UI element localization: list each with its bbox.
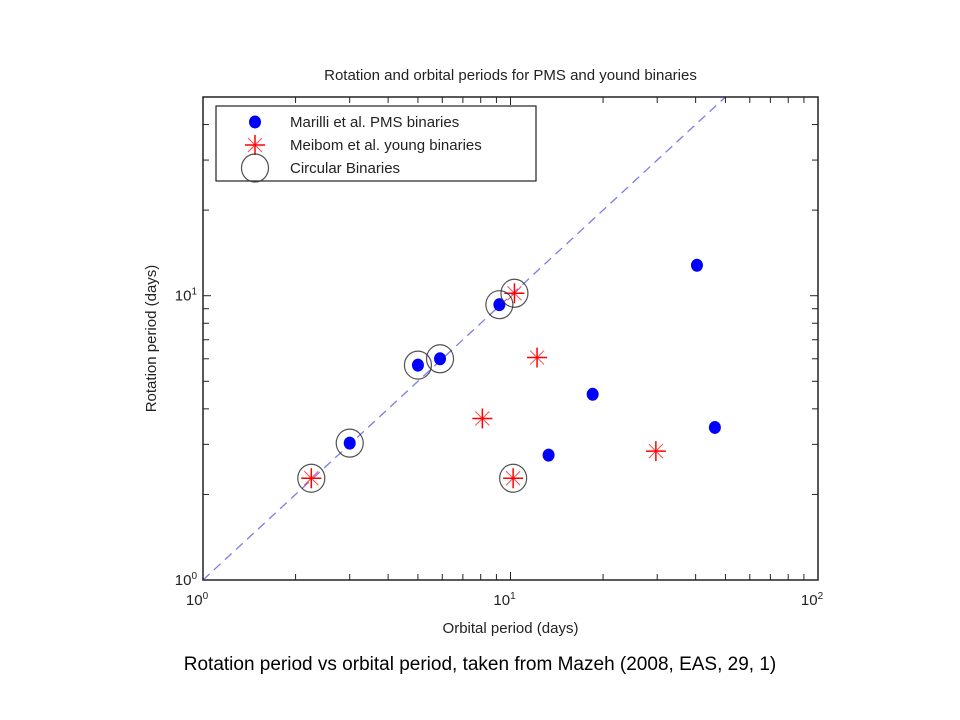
data-point-series-1 [301, 468, 322, 489]
slide-caption: Rotation period vs orbital period, taken… [183, 654, 777, 675]
asterisk-stroke [475, 411, 490, 426]
asterisk-stroke [507, 285, 522, 301]
legend-marker-1 [245, 135, 265, 155]
data-point-series-0 [493, 298, 506, 312]
data-point-series-2 [425, 344, 455, 374]
x-tick-base: 10 [186, 592, 203, 609]
legend-label-2: Circular Binaries [290, 160, 400, 177]
data-point-series-1 [527, 347, 548, 368]
asterisk-stroke [505, 470, 521, 486]
x-tick-base: 10 [493, 592, 510, 609]
plot-frame [202, 96, 819, 581]
data-point-series-0 [411, 358, 424, 372]
legend-box [215, 105, 537, 182]
legend-marker-0 [249, 115, 261, 129]
data-point-series-2 [485, 290, 514, 320]
legend-label-0: Marilli et al. PMS binaries [290, 114, 459, 131]
data-point-series-0 [343, 436, 356, 450]
legend-marker-2 [240, 153, 270, 183]
y-tick-exp: 0 [191, 571, 197, 582]
x-axis-label: Orbital period (days) [443, 620, 579, 637]
y-tick-base: 10 [175, 572, 192, 589]
data-point-series-2 [297, 463, 326, 493]
data-point-series-2 [499, 463, 528, 493]
x-tick-exp: 0 [203, 591, 209, 602]
data-point-series-0 [434, 352, 447, 366]
y-tick-label: 101 [175, 287, 198, 305]
data-point-series-2 [403, 350, 433, 380]
x-tick-label: 102 [801, 591, 824, 609]
data-point-series-1 [645, 441, 666, 462]
data-point-series-1 [503, 468, 524, 489]
y-tick-exp: 1 [191, 287, 197, 298]
y-tick-base: 10 [175, 288, 192, 305]
chart-title: Rotation and orbital periods for PMS and… [324, 67, 697, 84]
x-tick-label: 100 [186, 591, 209, 609]
data-point-series-0 [542, 448, 555, 462]
asterisk-stroke [303, 470, 319, 486]
x-tick-exp: 2 [818, 591, 824, 602]
data-point-series-2 [335, 428, 364, 458]
y-tick-label: 100 [175, 571, 198, 589]
x-tick-label: 101 [493, 591, 516, 609]
asterisk-stroke [648, 443, 664, 459]
asterisk-stroke [247, 137, 263, 153]
y-axis-label: Rotation period (days) [143, 265, 160, 413]
legend-label-1: Meibom et al. young binaries [290, 137, 482, 154]
data-point-series-2 [500, 278, 529, 308]
reference-line-y-equals-x [202, 96, 726, 581]
asterisk-stroke [529, 350, 545, 365]
data-point-series-0 [708, 420, 721, 434]
legend [215, 105, 537, 182]
data-point-series-0 [690, 258, 703, 272]
x-tick-base: 10 [801, 592, 818, 609]
data-point-series-0 [586, 387, 599, 401]
data-point-series-1 [472, 408, 493, 429]
x-tick-exp: 1 [510, 591, 516, 602]
